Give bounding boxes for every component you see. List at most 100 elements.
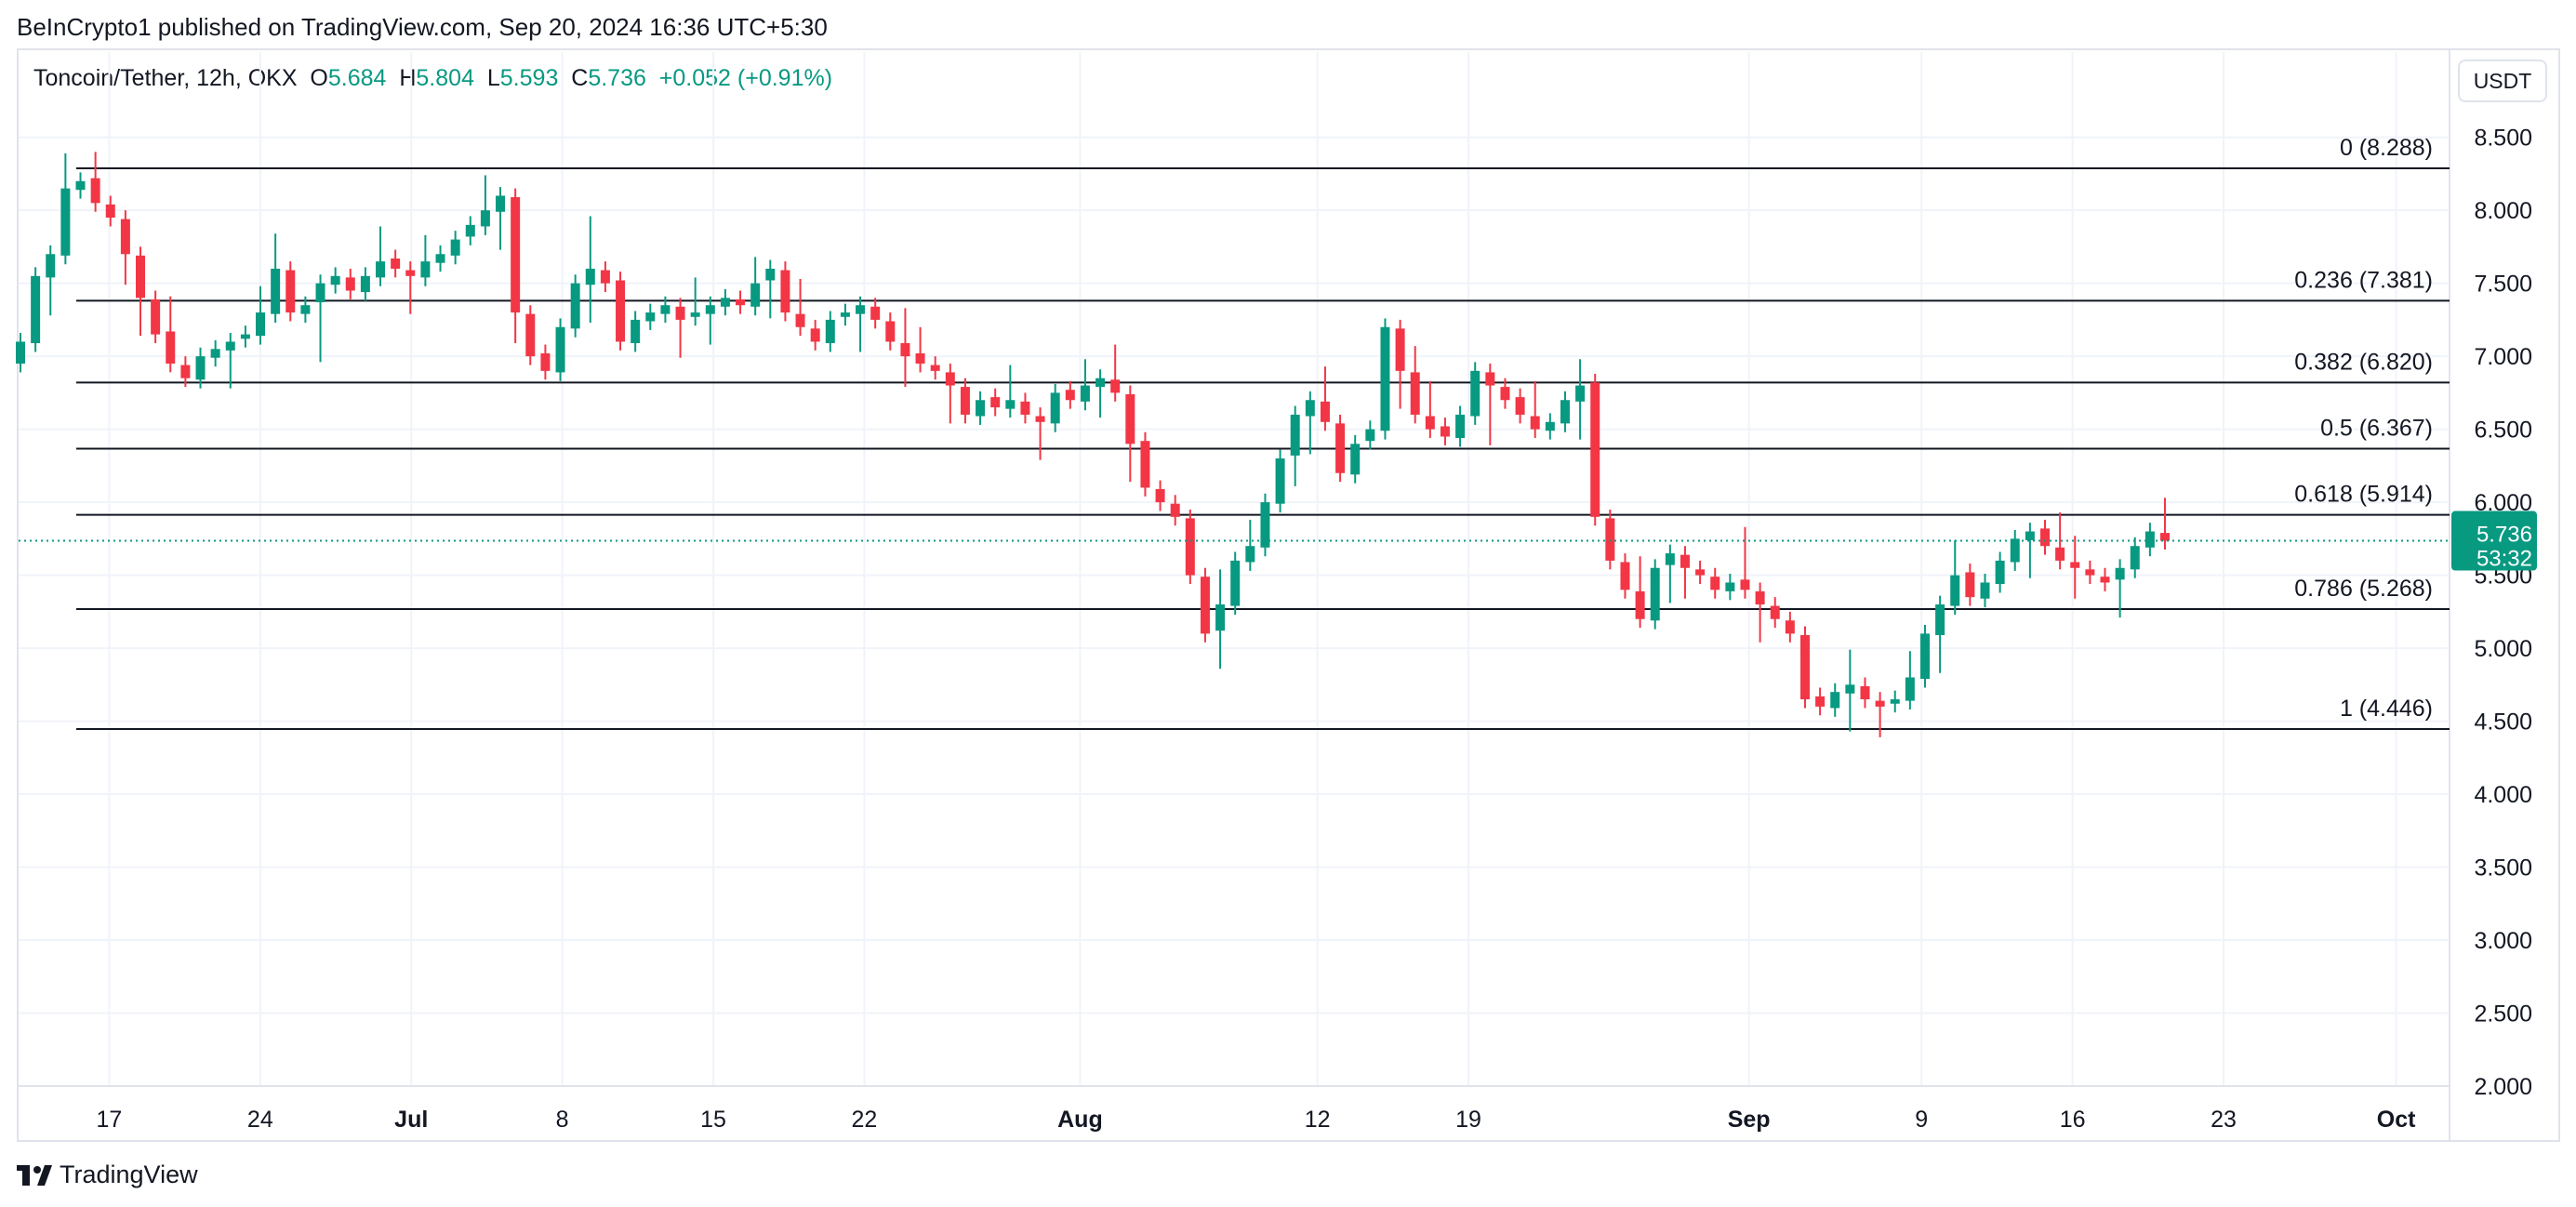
candle-body — [915, 353, 925, 364]
candle-body — [1305, 400, 1315, 417]
candle-body — [345, 277, 355, 291]
candle — [1665, 544, 1675, 604]
fib-level-label: 1 (4.446) — [2340, 696, 2433, 722]
candle-body — [1440, 426, 1450, 437]
candle — [1125, 385, 1135, 483]
candle-body — [256, 312, 266, 337]
candle-body — [1530, 416, 1540, 430]
candle-body — [31, 275, 41, 344]
candle — [900, 308, 910, 388]
candle — [631, 311, 641, 352]
candle — [16, 333, 25, 373]
candle — [2115, 559, 2125, 618]
candle — [1965, 564, 1975, 606]
x-tick-label: 16 — [2060, 1107, 2086, 1133]
tradingview-brand[interactable]: TradingView — [17, 1161, 198, 1189]
candle — [2070, 536, 2080, 599]
tradingview-logo-icon — [17, 1164, 52, 1186]
candle — [1380, 318, 1390, 440]
candle — [511, 188, 521, 344]
fib-level-label: 0.236 (7.381) — [2294, 267, 2433, 293]
candle-body — [136, 255, 146, 298]
candle — [840, 303, 850, 326]
candle — [405, 261, 416, 314]
candle — [1395, 319, 1405, 409]
candle — [976, 391, 986, 425]
candle — [945, 364, 955, 424]
close-label: C — [571, 65, 589, 91]
candle-body — [2070, 562, 2080, 568]
candle — [736, 290, 746, 314]
candle-body — [2100, 577, 2110, 583]
candle — [1185, 509, 1195, 585]
candle-body — [1500, 387, 1510, 401]
candle-body — [900, 343, 910, 357]
candle — [705, 296, 715, 345]
candle — [105, 195, 115, 227]
candle-body — [840, 312, 850, 317]
candle-body — [1515, 397, 1525, 415]
x-tick-label: 24 — [247, 1107, 273, 1133]
high-value: 5.804 — [416, 65, 474, 91]
candle-body — [750, 283, 761, 307]
candle — [2144, 523, 2155, 557]
open-label: O — [310, 65, 328, 91]
candle-body — [705, 305, 715, 314]
y-tick-label: 4.000 — [2474, 782, 2532, 808]
candle-body — [75, 180, 86, 191]
candle — [1260, 493, 1270, 557]
candle-body — [435, 254, 445, 263]
candle — [1170, 495, 1180, 526]
candle-body — [46, 254, 56, 278]
candle-body — [285, 270, 296, 313]
candle-body — [1830, 692, 1840, 709]
candle-body — [1215, 604, 1226, 631]
candle — [391, 249, 401, 278]
candle — [271, 233, 281, 324]
candle-body — [300, 305, 311, 314]
candle-body — [1035, 416, 1045, 422]
candle — [1560, 391, 1570, 432]
candle — [496, 187, 506, 250]
candle-body — [1665, 553, 1675, 565]
candle — [1740, 526, 1750, 599]
candle — [1770, 597, 1780, 629]
candle — [1919, 624, 1930, 688]
candle — [675, 298, 685, 358]
candle — [1650, 559, 1660, 630]
currency-button[interactable]: USDT — [2458, 60, 2547, 102]
x-tick-label: Oct — [2377, 1107, 2416, 1133]
candle — [1935, 595, 1945, 673]
candle — [885, 312, 896, 351]
candle-body — [1635, 590, 1645, 619]
candle-body — [391, 258, 401, 269]
candle-body — [765, 268, 776, 281]
candle — [1335, 414, 1346, 483]
candle — [465, 216, 475, 245]
candle-body — [16, 341, 25, 364]
candle-body — [1290, 414, 1300, 456]
candle-body — [2160, 533, 2170, 541]
candle-body — [1080, 385, 1090, 402]
candle-body — [570, 283, 580, 329]
candle — [75, 172, 86, 199]
candle — [46, 245, 56, 316]
x-tick-label: 9 — [1915, 1107, 1928, 1133]
candle — [60, 153, 71, 265]
candle — [1245, 519, 1255, 571]
symbol-name[interactable]: Toncoin/Tether, 12h, OKX — [33, 65, 298, 91]
candle — [720, 288, 730, 316]
price-chart[interactable]: 0 (8.288) 0.236 (7.381) 0.382 (6.820) 0.5 (… — [0, 0, 2576, 1142]
candle-body — [240, 334, 250, 339]
candle-body — [1620, 562, 1630, 590]
candle-body — [885, 321, 896, 342]
fib-level-label: 0.786 (5.268) — [2294, 576, 2433, 602]
candle — [616, 272, 626, 351]
candle — [1155, 480, 1165, 511]
candle — [435, 245, 445, 272]
candle — [690, 277, 700, 326]
candle-body — [1590, 382, 1600, 517]
candle — [90, 152, 100, 212]
candle — [166, 296, 176, 373]
candle — [195, 347, 206, 389]
